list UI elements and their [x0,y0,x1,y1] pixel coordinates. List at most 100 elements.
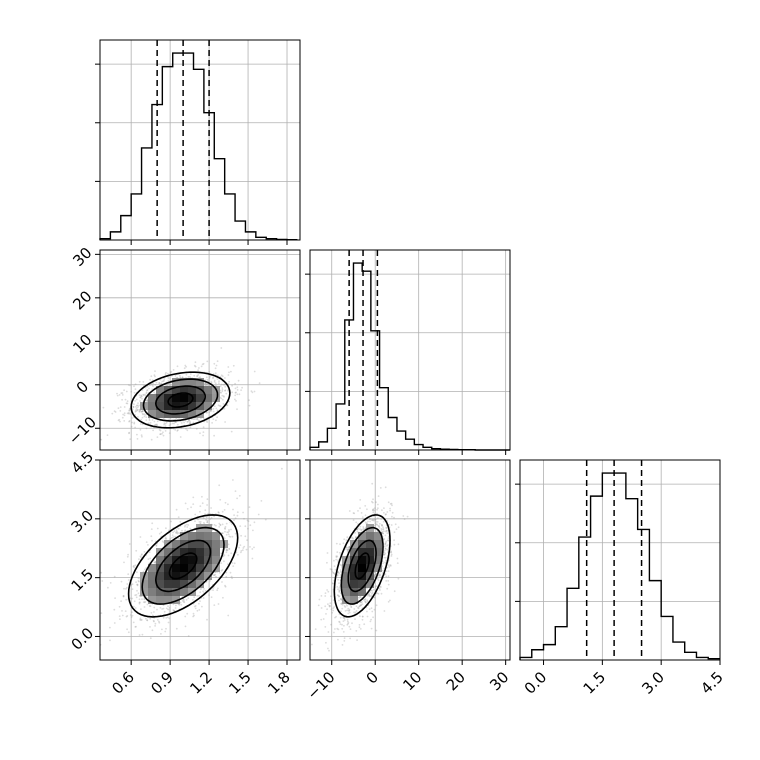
scatter-point [109,582,112,584]
scatter-point [134,383,137,386]
scatter-point [199,591,202,594]
contour-3 [130,371,231,429]
scatter-point [324,592,327,594]
scatter-point [390,553,393,556]
scatter-point [346,623,349,626]
scatter-point [281,467,283,470]
scatter-point [361,603,364,605]
scatter-point [216,374,219,377]
scatter-point [158,428,161,431]
scatter-point [198,367,200,369]
scatter-point [395,528,398,530]
scatter-point [219,498,222,501]
scatter-point [180,422,183,424]
scatter-point [376,592,379,595]
scatter-point [134,426,137,429]
scatter-point [341,644,344,646]
scatter-point [230,370,232,373]
scatter-point [133,566,136,569]
scatter-point [221,388,224,391]
scatter-point [138,580,140,583]
scatter-point [216,416,219,419]
scatter-point [359,528,361,531]
scatter-point [177,429,179,431]
density-cell [148,588,156,596]
scatter-point [393,543,396,546]
scatter-point [366,508,368,511]
scatter-point [208,377,211,379]
scatter-point [359,507,361,510]
scatter-point [234,398,236,401]
scatter-point [231,577,234,580]
scatter-point [134,400,137,402]
scatter-point [155,544,158,547]
scatter-point [124,398,127,401]
scatter-point [138,410,141,413]
scatter-point [146,389,148,392]
scatter-point [393,516,395,519]
scatter-point [181,529,183,532]
scatter-point [181,599,184,602]
scatter-point [225,522,228,525]
scatter-point [137,406,140,408]
scatter-point [119,406,122,408]
scatter-point [206,618,208,621]
scatter-point [338,572,340,575]
scatter-point [175,604,177,607]
scatter-point [379,487,382,489]
scatter-point [251,548,254,550]
scatter-point [223,383,226,386]
scatter-point [125,402,128,405]
scatter-point [223,396,225,398]
density-cell [196,548,204,556]
scatter-point [178,537,181,540]
scatter-point [353,512,356,515]
scatter-point [147,422,150,425]
density-cells [140,378,220,418]
scatter-point [175,627,178,630]
scatter-point [222,532,224,534]
scatter-point [247,527,249,530]
scatter-point [210,380,213,383]
scatter-point [189,527,192,530]
density-panel-0-2 [95,459,301,665]
scatter-point [193,605,196,608]
scatter-point [128,431,131,434]
scatter-point [366,599,369,602]
panel-bg [520,460,720,660]
scatter-point [243,517,245,520]
scatter-point [121,392,124,394]
scatter-point [342,631,345,633]
scatter-point [146,619,149,622]
density-cell [156,402,164,410]
scatter-point [364,505,367,507]
scatter-point [249,524,252,527]
scatter-point [109,639,111,642]
scatter-point [111,412,114,415]
scatter-point [189,373,192,375]
scatter-point [216,378,219,380]
scatter-point [153,374,156,377]
scatter-point [140,554,143,556]
scatter-point [125,390,128,393]
scatter-point [134,409,137,412]
scatter-point [376,517,379,520]
scatter-point [206,504,209,506]
scatter-point [355,630,358,632]
scatter-point [351,536,354,539]
scatter-point [139,428,142,431]
scatter-point [352,519,355,521]
scatter-point [339,569,342,571]
scatter-point [232,364,235,367]
scatter-point [338,582,340,584]
scatter-point [346,536,349,539]
scatter-point [140,395,143,397]
scatter-point [339,597,342,600]
scatter-point [176,365,179,368]
scatter-point [165,627,167,630]
scatter-point [205,376,208,379]
scatter-point [202,590,205,593]
scatter-point [196,418,199,421]
histogram-panel-1 [305,249,511,455]
scatter-point [387,501,390,504]
